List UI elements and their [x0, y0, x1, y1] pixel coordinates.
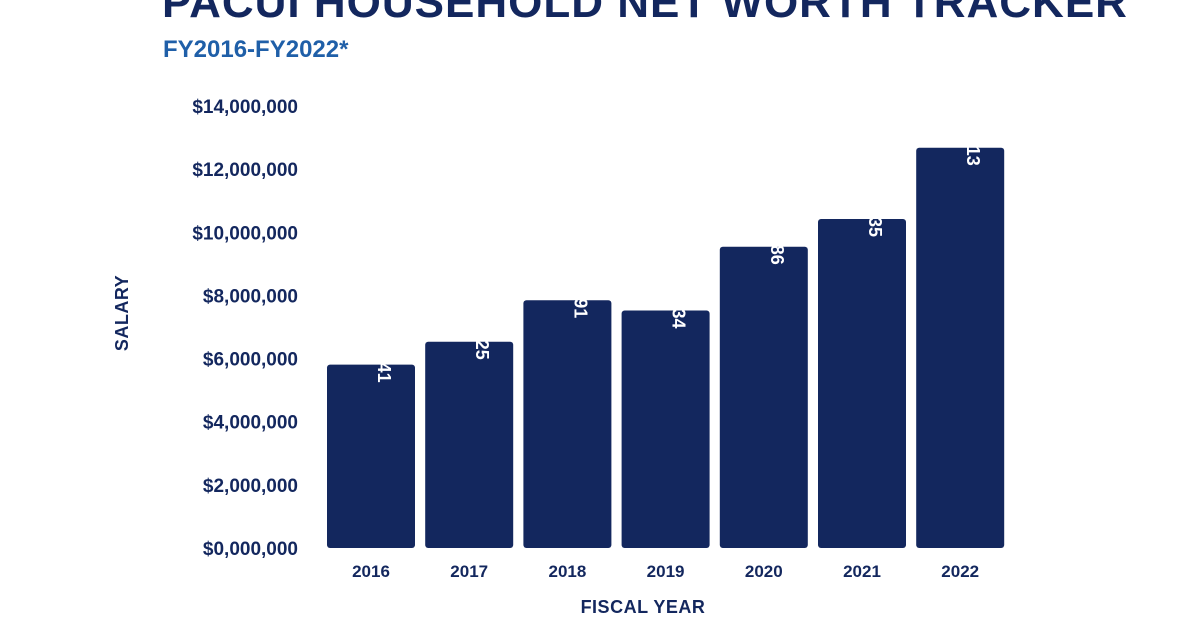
x-tick-label: 2016 — [352, 562, 390, 581]
x-axis-label: FISCAL YEAR — [581, 597, 706, 617]
x-tick-label: 2022 — [941, 562, 979, 581]
bar — [719, 246, 808, 548]
bar-value-label: $12,677,513 — [963, 66, 983, 166]
bar — [523, 300, 612, 548]
bar-value-label: $7,846,391 — [570, 228, 590, 318]
bar — [818, 218, 906, 548]
y-tick-label: $4,000,000 — [203, 413, 298, 434]
bar-value-labels: $5,806,641 $6,533,625 $7,846,391 $7,523,634… — [374, 66, 983, 383]
bar-value-label: $6,533,625 — [472, 270, 492, 360]
y-tick-label: $0,000,000 — [203, 539, 298, 560]
x-tick-label: 2018 — [548, 562, 586, 581]
y-tick-label: $10,000,000 — [192, 223, 298, 244]
y-tick-label: $6,000,000 — [203, 350, 298, 371]
x-tick-label: 2017 — [450, 562, 488, 581]
x-tick-label: 2019 — [647, 562, 685, 581]
bar — [425, 341, 514, 548]
y-axis-label: SALARY — [112, 275, 132, 351]
bar-value-label: $10,421,035 — [865, 137, 885, 237]
chart-subtitle: FY2016-FY2022* — [163, 36, 349, 63]
bars-group — [327, 147, 1005, 548]
bar — [916, 147, 1005, 548]
x-tick-label: 2021 — [843, 562, 881, 581]
bar-value-label: $9,541,086 — [767, 175, 787, 265]
chart-title: PACUI HOUSEHOLD NET WORTH TRACKER — [162, 0, 1128, 27]
bar-value-label: $7,523,634 — [669, 238, 689, 328]
bar — [621, 310, 710, 548]
x-tick-label: 2020 — [745, 562, 783, 581]
x-axis-ticks: 2016 2017 2018 2019 2020 2021 2022 — [352, 562, 979, 581]
y-tick-label: $2,000,000 — [203, 476, 298, 497]
y-tick-label: $12,000,000 — [192, 160, 298, 181]
bar-value-label: $5,806,641 — [374, 293, 394, 383]
y-tick-label: $8,000,000 — [203, 286, 298, 307]
bar — [327, 364, 415, 548]
y-tick-label: $14,000,000 — [192, 97, 298, 118]
y-axis-ticks: $0,000,000 $2,000,000 $4,000,000 $6,000,000… — [192, 97, 298, 560]
